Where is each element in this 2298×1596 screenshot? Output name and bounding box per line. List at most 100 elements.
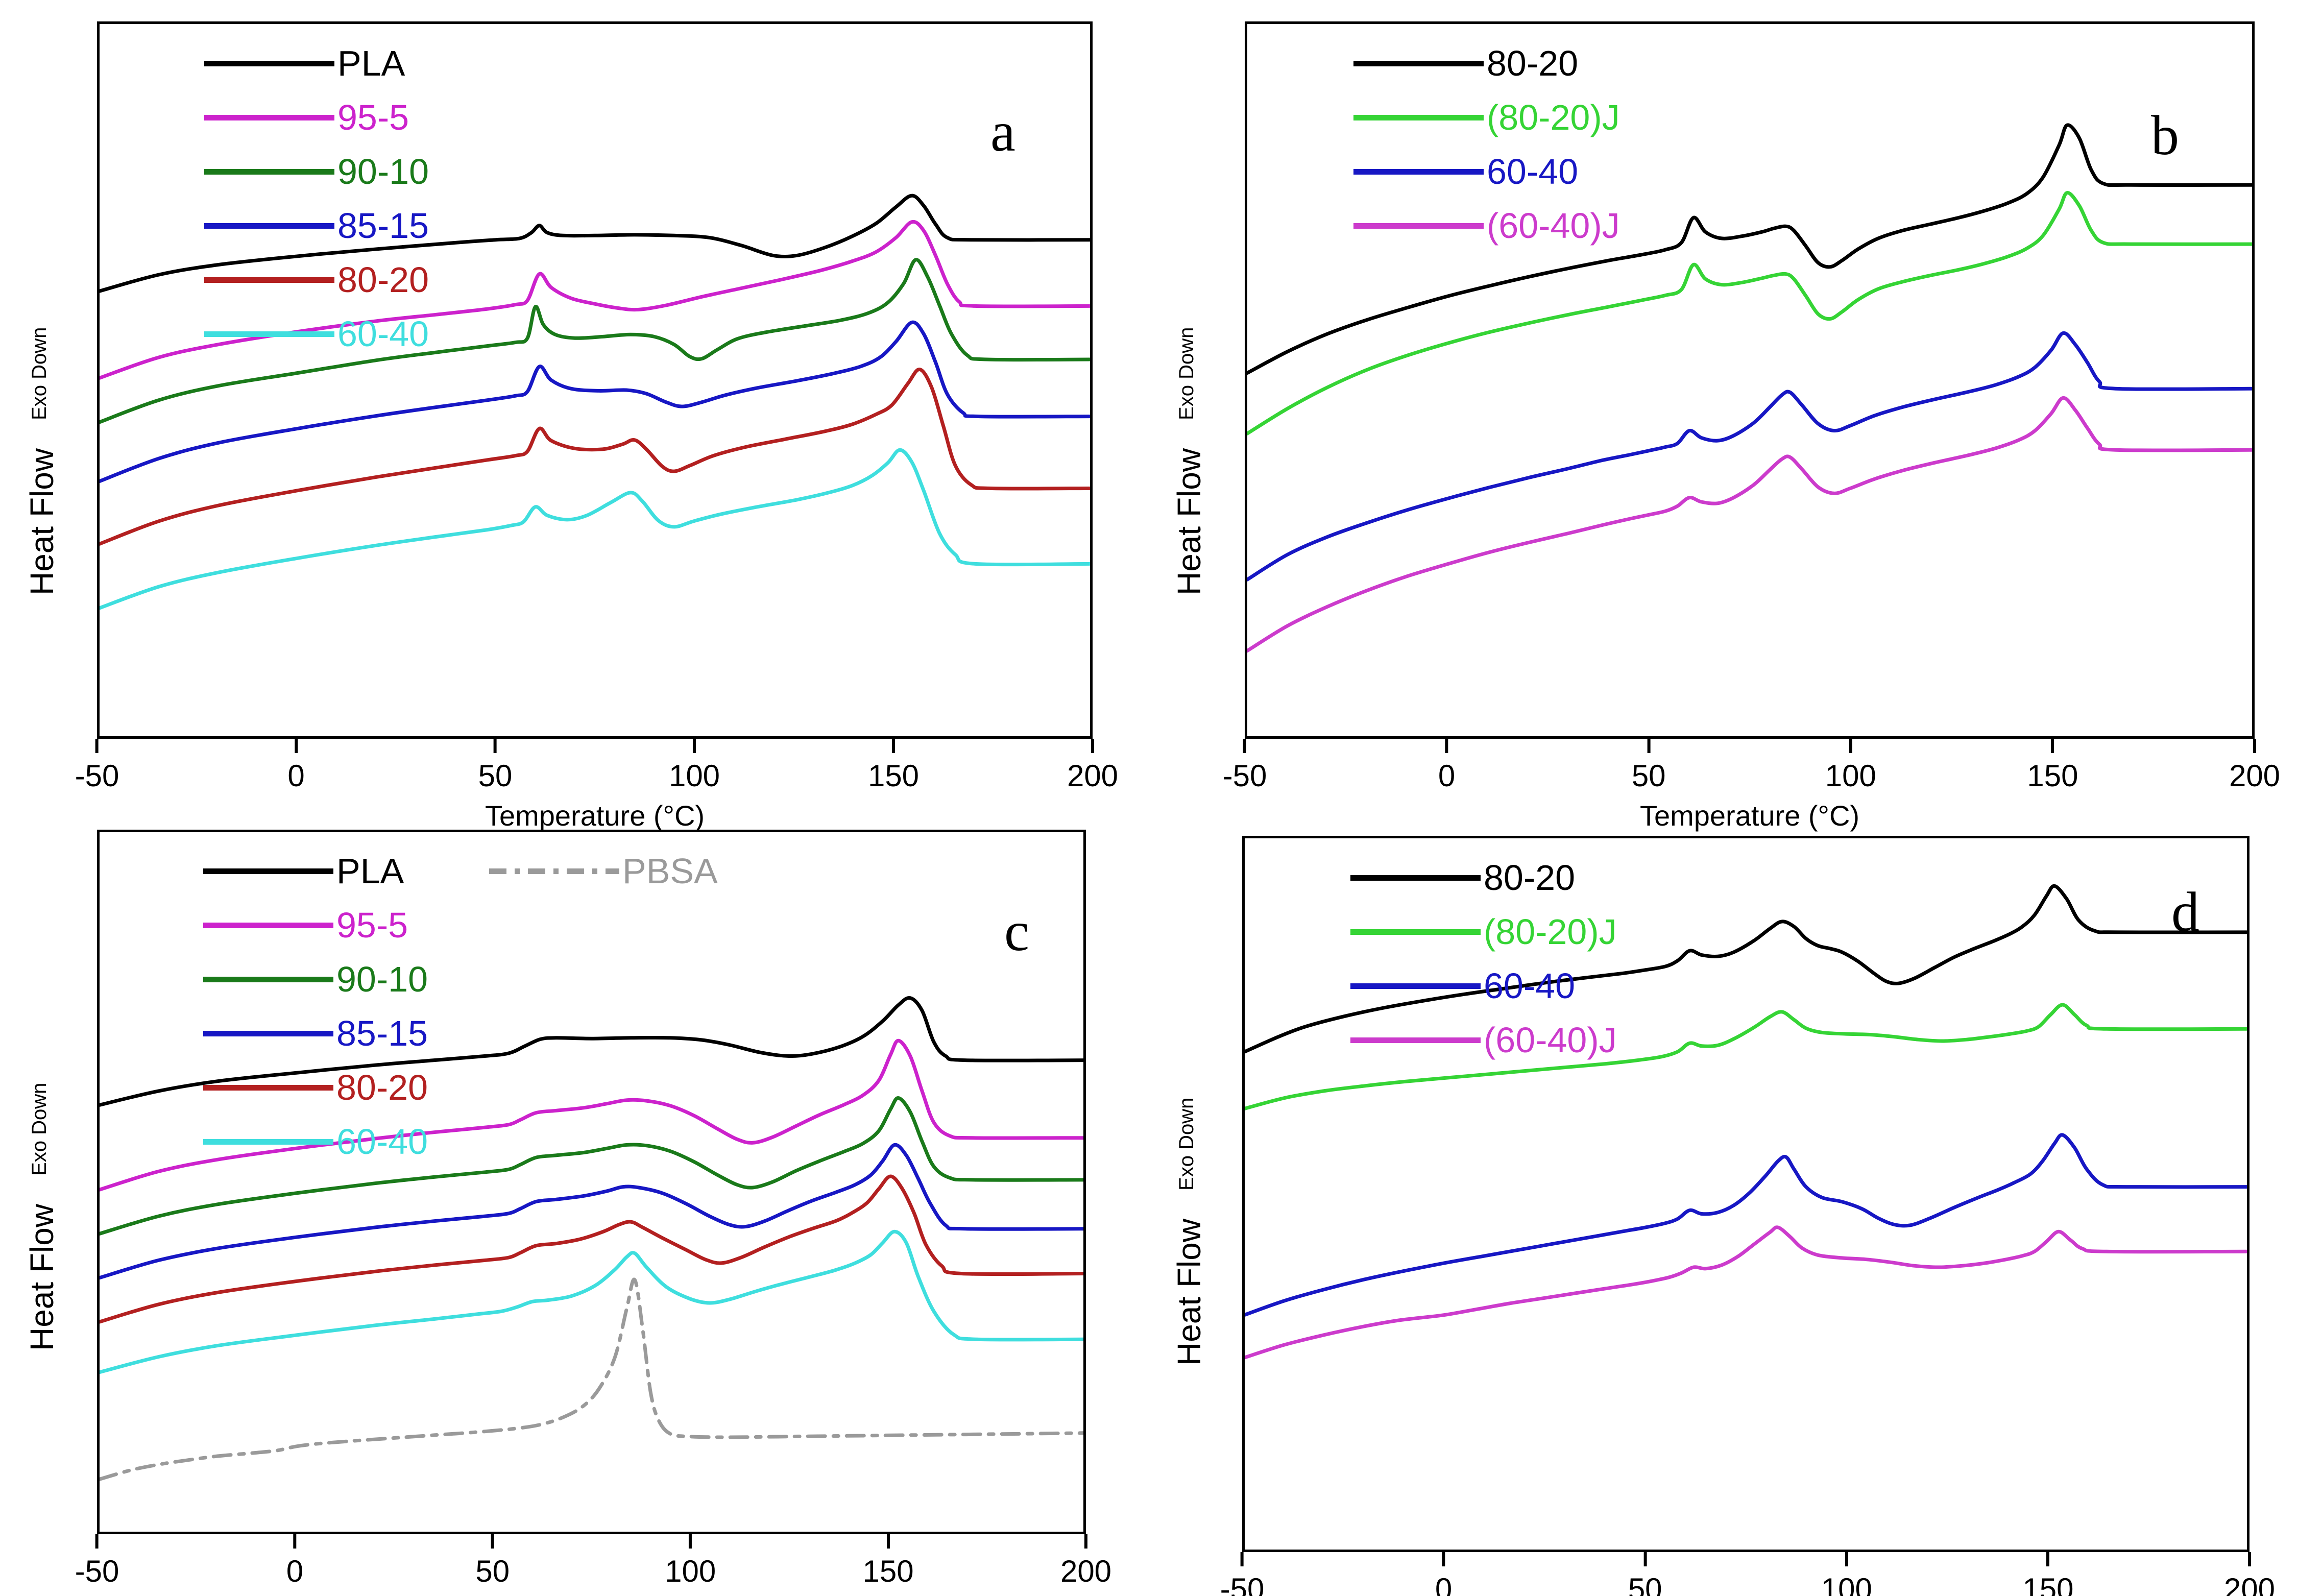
legend-label: 95-5	[337, 98, 409, 137]
legend-line-icon	[1353, 60, 1484, 66]
legend-d: 80-20 (80-20)J 60-40 (60-40)J	[1350, 860, 1617, 1058]
panel-letter-b: b	[2151, 104, 2179, 166]
legend-line-icon	[489, 868, 620, 874]
x-tick-0: 0	[287, 739, 305, 793]
tick-label: 0	[286, 1554, 304, 1588]
curve-b-60-40	[1247, 331, 2252, 582]
panel-letter-a: a	[990, 101, 1015, 163]
legend-line-icon	[204, 277, 334, 283]
legend-a: PLA 95-5 90-10 85-15 80-20 60-40	[204, 45, 429, 352]
legend-item-60-40: 60-40	[1353, 154, 1620, 189]
tick-mark	[293, 1534, 297, 1549]
tick-label: 50	[1631, 759, 1666, 793]
legend-label: 80-20	[1484, 858, 1576, 898]
legend-item-90-10: 90-10	[204, 154, 429, 189]
exo-down-note: Exo Down	[1175, 327, 1198, 420]
plot-area-a: PLA 95-5 90-10 85-15 80-20 60-40 a	[97, 21, 1093, 739]
legend-line-icon	[203, 1139, 333, 1145]
legend-item-60-40: 60-40	[1350, 968, 1617, 1004]
legend-line-icon	[1350, 875, 1481, 881]
tick-mark	[1647, 739, 1651, 753]
tick-label: 0	[287, 759, 305, 793]
curves-d	[1245, 884, 2247, 1360]
curve-c-90-10	[100, 1096, 1083, 1236]
curve-d-(60-40)J	[1245, 1225, 2247, 1360]
x-tick-200: 200	[1060, 1534, 1111, 1589]
legend-label: 60-40	[337, 314, 429, 354]
tick-label: -50	[1220, 1572, 1265, 1596]
legend-item-85-15: 85-15	[203, 1015, 428, 1051]
y-axis-title-text: Heat Flow	[1171, 1218, 1207, 1366]
legend-label: 85-15	[337, 206, 429, 246]
tick-mark	[1445, 739, 1448, 753]
legend-item-PBSA: PBSA	[489, 853, 718, 889]
curve-a-60-40	[100, 448, 1090, 610]
legend-label: PLA	[337, 43, 405, 83]
tick-label: -50	[1222, 759, 1267, 793]
tick-mark	[891, 739, 895, 753]
tick-mark	[1849, 739, 1852, 753]
legend-item-80-20: 80-20	[203, 1070, 428, 1105]
x-tick--50: -50	[1220, 1552, 1265, 1596]
legend-item-(60-40)J: (60-40)J	[1350, 1022, 1617, 1058]
legend-line-icon	[1353, 168, 1484, 175]
tick-label: 100	[665, 1554, 716, 1588]
legend-line-icon	[204, 168, 334, 175]
x-tick-200: 200	[2229, 739, 2280, 793]
x-tick--50: -50	[75, 739, 119, 793]
tick-mark	[95, 739, 99, 753]
tick-mark	[689, 1534, 692, 1549]
legend-label: PLA	[336, 851, 404, 891]
tick-label: 100	[1821, 1572, 1872, 1596]
x-tick-50: 50	[1632, 739, 1666, 793]
tick-label: 50	[1628, 1572, 1662, 1596]
legend-line-icon	[203, 1084, 333, 1091]
legend-line-icon	[204, 60, 334, 66]
tick-label: -50	[75, 1554, 119, 1588]
legend-line-icon	[1353, 223, 1484, 229]
tick-mark	[1241, 1552, 1244, 1566]
curve-c-PBSA	[100, 1277, 1083, 1481]
legend-line-icon	[203, 868, 333, 874]
curve-b-(80-20)J	[1247, 191, 2252, 436]
legend-label: 80-20	[336, 1068, 428, 1107]
legend-line-icon	[203, 922, 333, 928]
legend-item-PLA: PLA	[204, 45, 429, 81]
x-tick-200: 200	[2224, 1552, 2275, 1596]
tick-label: 200	[1060, 1554, 1112, 1588]
legend-line-icon	[1350, 983, 1481, 989]
legend-label: 90-10	[337, 152, 429, 191]
curve-b-80-20	[1247, 123, 2252, 375]
x-tick-100: 100	[665, 1534, 716, 1589]
legend-label: 80-20	[1487, 43, 1579, 83]
x-axis-title-c: Temperature (°C)	[97, 1594, 1086, 1596]
y-axis-title-text: Heat Flow	[23, 448, 60, 595]
legend-label: 80-20	[337, 260, 429, 300]
legend-item-60-40: 60-40	[204, 316, 429, 352]
x-axis-title-a: Temperature (°C)	[485, 800, 705, 832]
legend-label: 95-5	[336, 905, 408, 945]
exo-down-note: Exo Down	[28, 1082, 51, 1176]
tick-mark	[1845, 1552, 1848, 1566]
x-axis-title-b: Temperature (°C)	[1639, 800, 1860, 832]
curve-d-(80-20)J	[1245, 1003, 2247, 1110]
y-axis-title-text: Heat Flow	[1171, 448, 1207, 595]
tick-mark	[1643, 1552, 1647, 1566]
curve-a-80-20	[100, 368, 1090, 546]
legend-item-(80-20)J: (80-20)J	[1353, 100, 1620, 135]
tick-mark	[1091, 739, 1094, 753]
y-axis-title-d: Heat Flow Exo Down	[1170, 1098, 1208, 1366]
tick-label: 100	[1825, 759, 1876, 793]
legend-label: (60-40)J	[1487, 206, 1620, 246]
curve-a-90-10	[100, 258, 1090, 424]
legend-label: 60-40	[336, 1122, 428, 1162]
tick-label: 50	[475, 1554, 510, 1588]
x-tick-50: 50	[475, 1534, 510, 1589]
curve-c-95-5	[100, 1038, 1083, 1192]
legend-label: PBSA	[622, 851, 718, 891]
x-tick--50: -50	[75, 1534, 119, 1589]
legend-line-icon	[204, 114, 334, 120]
curve-a-PLA	[100, 194, 1090, 293]
tick-mark	[95, 1534, 99, 1549]
tick-mark	[886, 1534, 890, 1549]
